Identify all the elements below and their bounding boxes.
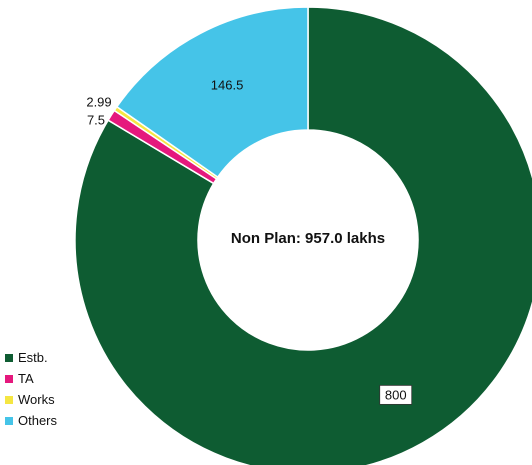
- legend-label: Works: [18, 392, 55, 407]
- legend-swatch: [5, 374, 13, 383]
- legend-swatch: [5, 395, 13, 404]
- data-label-text: 146.5: [211, 77, 244, 92]
- legend-item-estb: Estb.: [5, 347, 57, 368]
- slice-others: [115, 6, 309, 179]
- legend-item-others: Others: [5, 410, 57, 431]
- data-label-box: [379, 384, 413, 405]
- slices-group: [74, 6, 532, 465]
- legend-item-works: Works: [5, 389, 57, 410]
- data-label-text: 800: [385, 387, 407, 402]
- legend-swatch: [5, 353, 13, 362]
- legend-label: TA: [18, 371, 34, 386]
- legend-label: Others: [18, 413, 58, 428]
- data-label-others: 146.5: [211, 77, 244, 92]
- data-label-text: 7.5: [87, 113, 105, 128]
- slice-labels-group: 800 7.5 2.99 146.5: [86, 77, 413, 405]
- legend-swatch: [5, 416, 13, 425]
- center-total-label: Non Plan: 957.0 lakhs: [231, 230, 385, 247]
- legend: Estb. TA Works Others: [5, 347, 57, 431]
- slice-estb: [74, 6, 532, 465]
- legend-label: Estb.: [18, 350, 48, 365]
- data-label-estb: 800: [379, 384, 413, 405]
- data-label-ta: 7.5: [87, 113, 105, 128]
- data-label-text: 2.99: [86, 95, 111, 110]
- legend-item-ta: TA: [5, 368, 57, 389]
- data-label-works: 2.99: [86, 95, 111, 110]
